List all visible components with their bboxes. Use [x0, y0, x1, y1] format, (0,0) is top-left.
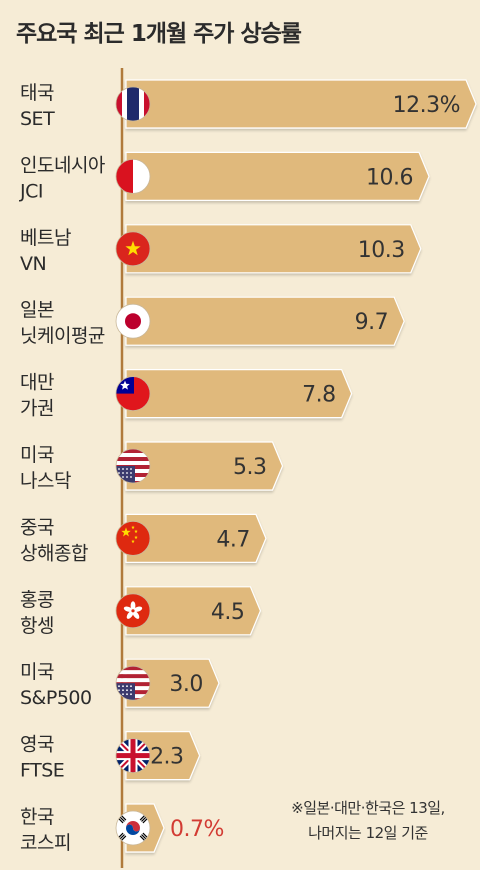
index-label: 코스피	[20, 832, 71, 854]
index-label: S&P500	[20, 687, 92, 709]
footnote: ※일본·대만·한국은 13일, 나머지는 12일 기준	[268, 796, 468, 846]
country-label: 인도네시아	[20, 154, 105, 176]
value-label: 0.7%	[170, 817, 224, 842]
bar-미국-나스닥	[125, 441, 284, 491]
country-label: 한국	[20, 806, 54, 828]
value-label: 2.3	[150, 745, 184, 770]
hongkong-flag-icon	[115, 593, 151, 629]
taiwan-flag-icon	[115, 376, 151, 412]
value-label: 4.5	[211, 600, 245, 625]
bar-베트남-VN	[125, 224, 422, 274]
korea-flag-icon	[115, 810, 151, 846]
bar-일본-닛케이평균	[125, 296, 405, 346]
bar-태국-SET	[125, 79, 477, 129]
value-label: 10.3	[358, 238, 405, 263]
country-label: 태국	[20, 82, 54, 104]
value-label: 7.8	[302, 383, 336, 408]
index-label: JCI	[19, 180, 43, 202]
index-label: FTSE	[20, 760, 64, 782]
country-label: 미국	[20, 444, 54, 466]
value-label: 9.7	[355, 310, 389, 335]
country-label: 영국	[20, 734, 54, 756]
value-label: 5.3	[233, 455, 267, 480]
vietnam-flag-icon	[115, 231, 151, 267]
footnote-line-2: 나머지는 12일 기준	[308, 824, 428, 842]
country-label: 대만	[20, 372, 54, 394]
footnote-line-1: ※일본·대만·한국은 13일,	[291, 799, 445, 817]
bar-홍콩-항셍	[125, 586, 262, 636]
chart-title: 주요국 최근 1개월 주가 상승률	[16, 21, 302, 47]
bar-중국-상해종합	[125, 513, 267, 563]
japan-flag-icon	[115, 303, 151, 339]
index-label: 닛케이평균	[20, 325, 105, 347]
value-label: 4.7	[216, 527, 250, 552]
country-label: 미국	[20, 661, 54, 683]
thailand-flag-icon	[115, 86, 151, 122]
index-label: VN	[20, 253, 46, 275]
uk-flag-icon	[115, 738, 151, 773]
country-label: 중국	[20, 516, 54, 538]
value-label: 12.3%	[393, 93, 460, 118]
bar-인도네시아-JCI	[125, 151, 430, 201]
bar-미국-S-P500	[125, 658, 220, 708]
index-label: 상해종합	[20, 542, 88, 564]
usa-flag-icon	[115, 448, 151, 484]
value-label: 3.0	[169, 672, 203, 697]
country-label: 일본	[20, 299, 54, 321]
indonesia-flag-icon	[115, 158, 151, 194]
china-flag-icon	[115, 521, 151, 556]
country-label: 베트남	[20, 227, 71, 249]
country-label: 홍콩	[20, 589, 54, 611]
index-label: 가권	[20, 398, 54, 420]
index-label: 나스닥	[20, 470, 71, 492]
bar-대만-가권	[125, 369, 353, 419]
value-label: 10.6	[366, 165, 413, 190]
index-label: SET	[20, 108, 55, 130]
index-label: 항셍	[20, 615, 54, 637]
